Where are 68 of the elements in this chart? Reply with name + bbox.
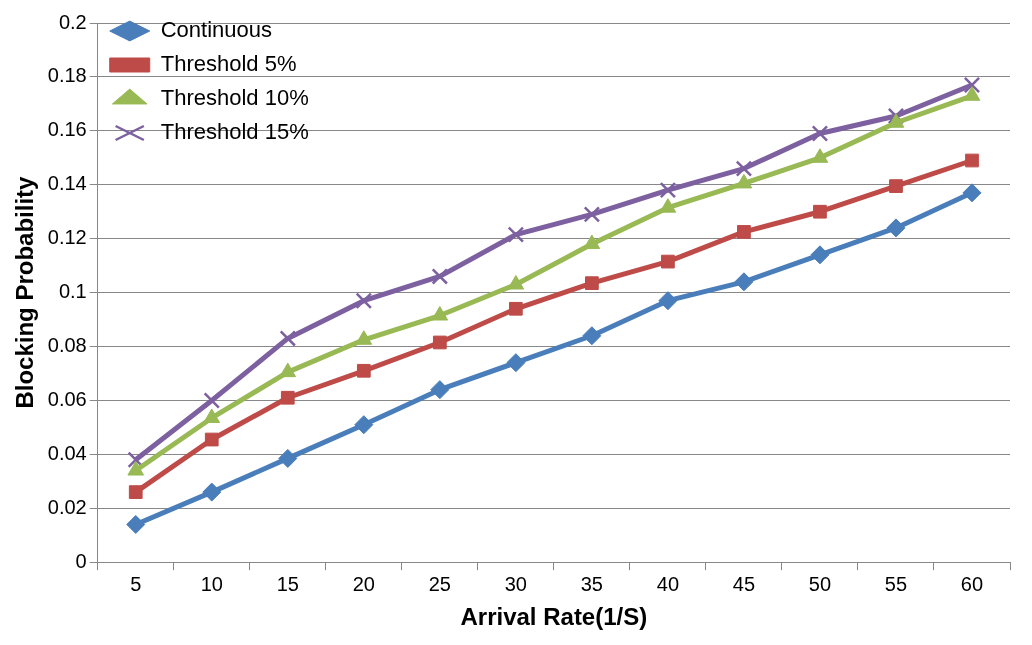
point [430, 380, 450, 400]
point [583, 234, 601, 250]
point [507, 226, 525, 243]
x-tick-label: 55 [884, 572, 908, 595]
x-tick-label: 45 [732, 572, 756, 595]
y-tick-label: 0.16 [47, 118, 87, 141]
legend-label: Threshold 10% [160, 85, 309, 111]
x-tick-label: 50 [808, 572, 832, 595]
point [202, 482, 222, 502]
point [354, 415, 374, 435]
point [813, 204, 827, 219]
point [356, 363, 371, 378]
y-axis-title: Blocking Probability [11, 175, 39, 409]
y-tick-label: 0 [75, 549, 87, 572]
point [204, 432, 219, 447]
y-tick-label: 0.08 [47, 334, 87, 357]
point [963, 76, 981, 94]
x-tick-label: 30 [504, 572, 527, 595]
point [506, 353, 526, 373]
x-tick-label: 15 [276, 572, 299, 595]
point [279, 330, 297, 347]
point [661, 254, 675, 269]
point [585, 276, 599, 291]
point [659, 181, 677, 199]
x-tick-label: 40 [656, 572, 680, 595]
point [962, 183, 982, 203]
point [658, 291, 678, 311]
point [965, 153, 979, 168]
y-tick-label: 0.14 [47, 172, 87, 195]
point [508, 301, 523, 316]
point [355, 292, 373, 310]
point [734, 272, 754, 292]
point [203, 392, 221, 409]
point [126, 514, 146, 534]
point [127, 461, 145, 476]
x-tick-label: 20 [352, 572, 375, 595]
legend-label: Threshold 15% [160, 119, 309, 145]
point [810, 245, 830, 265]
point [432, 335, 447, 350]
point [737, 225, 751, 239]
x-axis-title: Arrival Rate(1/S) [460, 603, 648, 631]
x-tick-label: 60 [960, 572, 984, 595]
point [811, 125, 829, 142]
y-tick-label: 0.02 [47, 495, 87, 518]
point [889, 179, 903, 193]
y-tick-label: 0.12 [47, 226, 87, 249]
y-tick-label: 0.04 [47, 441, 87, 464]
legend-label: Threshold 5% [160, 51, 297, 77]
point [279, 362, 297, 378]
point [128, 485, 143, 499]
x-tick-label: 10 [200, 572, 223, 595]
y-tick-label: 0.06 [47, 387, 87, 410]
point [280, 390, 295, 405]
point [278, 448, 298, 468]
point [583, 206, 601, 223]
legend-label: Continuous [160, 17, 273, 43]
x-tick-label: 25 [428, 572, 451, 595]
point [431, 268, 449, 285]
point [431, 306, 449, 321]
y-tick-label: 0.1 [58, 280, 87, 303]
y-tick-label: 0.2 [58, 10, 87, 33]
point [507, 275, 525, 290]
point [735, 160, 753, 177]
x-tick-label: 5 [130, 572, 142, 595]
point [886, 218, 906, 238]
y-tick-label: 0.18 [47, 64, 87, 87]
point [582, 326, 602, 346]
x-tick-label: 35 [580, 572, 603, 595]
